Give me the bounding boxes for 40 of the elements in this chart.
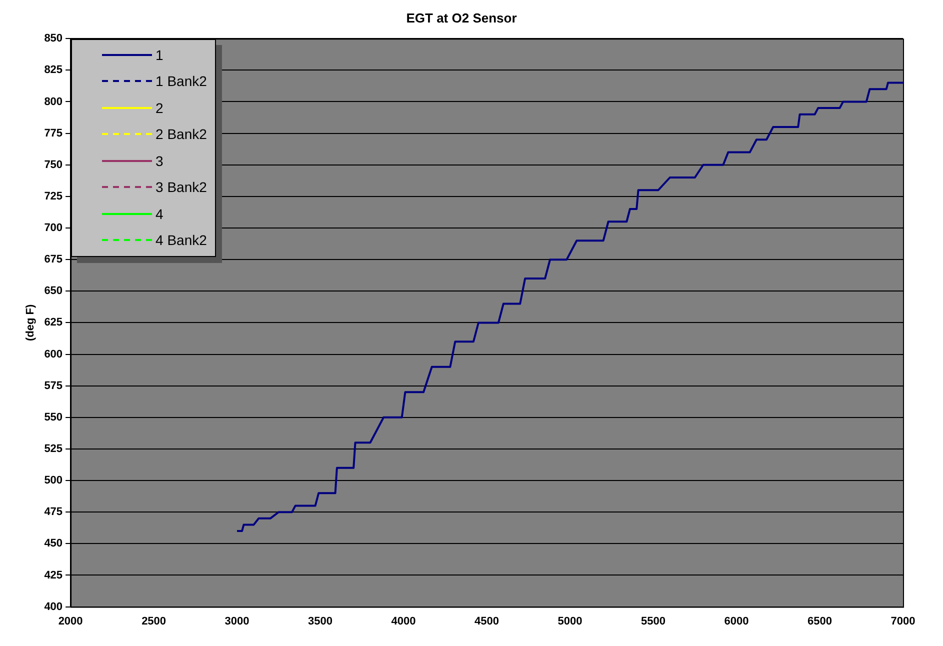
x-tick-label: 2000 [58,615,83,628]
y-axis-title: (deg F) [24,304,37,342]
legend-label: 1 [156,46,164,63]
x-tick-label: 2500 [142,615,166,628]
legend-label: 4 Bank2 [156,232,207,248]
y-tick-label: 800 [44,96,63,108]
y-tick-label: 450 [44,538,63,550]
chart-title: EGT at O2 Sensor [406,10,517,26]
y-tick-label: 775 [44,127,63,140]
y-tick-label: 825 [44,64,63,76]
y-tick-label: 550 [44,411,63,424]
y-tick-label: 525 [44,443,63,455]
legend-label: 3 Bank2 [156,179,207,196]
x-tick-label: 5000 [558,615,582,628]
legend-label: 2 Bank2 [156,126,207,142]
y-tick-label: 425 [44,569,63,582]
y-tick-label: 700 [44,222,63,234]
y-tick-label: 675 [44,254,63,266]
y-tick-label: 625 [44,316,63,329]
legend-label: 3 [156,152,164,169]
x-tick-label: 3500 [308,615,333,628]
legend-label: 1 Bank2 [156,73,207,90]
x-tick-label: 3000 [224,615,250,628]
y-tick-label: 400 [44,600,63,613]
y-tick-label: 850 [44,32,63,45]
x-tick-label: 4500 [474,615,500,628]
x-tick-label: 5500 [641,615,666,628]
y-tick-label: 750 [44,158,63,171]
y-tick-label: 650 [44,285,63,298]
y-tick-label: 600 [44,348,63,360]
x-tick-label: 7000 [890,615,916,628]
legend-label: 2 [156,100,164,116]
y-tick-label: 575 [44,380,63,392]
legend-label: 4 [156,206,164,222]
y-tick-label: 500 [44,474,63,487]
y-tick-label: 475 [44,506,63,518]
x-tick-label: 4000 [391,615,416,628]
x-tick-label: 6500 [808,615,832,628]
y-tick-label: 725 [44,190,63,202]
x-tick-label: 6000 [724,615,749,628]
